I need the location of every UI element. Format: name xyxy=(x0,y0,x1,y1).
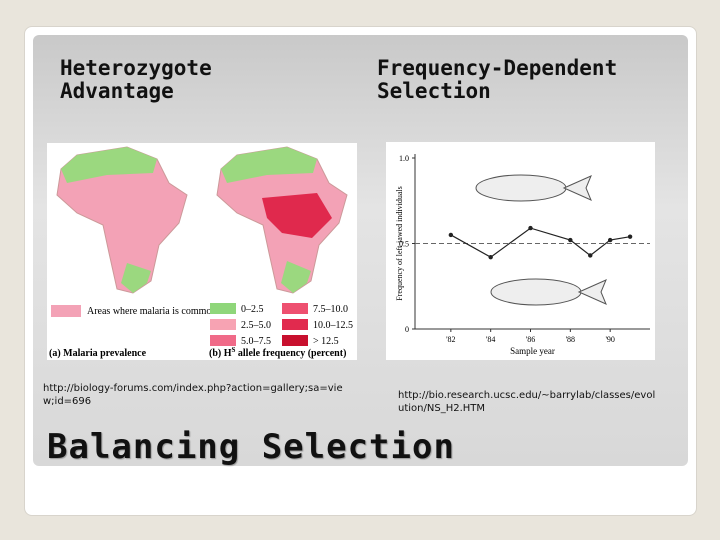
legend-swatch xyxy=(282,335,308,346)
map-a-north xyxy=(61,147,157,183)
data-point xyxy=(568,237,573,243)
legend-label: 10.0–12.5 xyxy=(313,320,353,331)
x-tick-label: '82 xyxy=(446,335,455,344)
y-tick-label: 1.0 xyxy=(399,154,409,163)
map-a xyxy=(56,146,188,294)
map-b-south xyxy=(281,261,311,293)
malaria-figure: Areas where malaria is common 0–2.5 2.5–5.… xyxy=(47,143,357,360)
legend-label: 5.0–7.5 xyxy=(241,336,271,347)
legend-label: Areas where malaria is common xyxy=(87,306,216,317)
y-tick-label: 0.5 xyxy=(399,240,409,249)
data-point xyxy=(528,225,533,231)
legend-label: 2.5–5.0 xyxy=(241,320,271,331)
x-axis-label: Sample year xyxy=(510,346,555,356)
x-tick-label: '86 xyxy=(526,335,535,344)
data-point xyxy=(448,232,454,238)
left-source: http://biology-forums.com/index.php?acti… xyxy=(43,383,343,407)
caption: (b) HS allele frequency (percent) xyxy=(209,346,346,359)
legend-label: 0–2.5 xyxy=(241,304,264,315)
caption-part: allele frequency (percent) xyxy=(235,348,346,359)
legend-label: > 12.5 xyxy=(313,336,339,347)
legend-swatch xyxy=(282,319,308,330)
map-b-core xyxy=(262,193,332,238)
map-b-north xyxy=(221,147,317,183)
legend-swatch xyxy=(282,303,308,314)
right-source: http://bio.research.ucsc.edu/~barrylab/c… xyxy=(398,390,656,414)
fish-top xyxy=(475,174,592,202)
x-tick-label: '84 xyxy=(486,335,495,344)
y-tick-label: 0 xyxy=(405,325,409,334)
y-axis-label: Frequency of left-jawed individuals xyxy=(395,186,404,300)
left-heading: Heterozygote Advantage xyxy=(60,56,212,103)
data-point xyxy=(588,253,593,258)
legend-swatch xyxy=(210,319,236,330)
caption: (a) Malaria prevalence xyxy=(49,348,147,359)
legend-swatch xyxy=(210,335,236,346)
legend-label: 7.5–10.0 xyxy=(313,304,348,315)
map-a-south xyxy=(121,263,151,293)
right-heading: Frequency-Dependent Selection xyxy=(377,56,618,103)
legend-swatch xyxy=(51,305,81,317)
data-point xyxy=(488,254,493,260)
legend-swatch xyxy=(210,303,236,314)
caption-part: (b) H xyxy=(209,348,232,359)
caption-part: S xyxy=(232,346,236,354)
x-tick-label: '88 xyxy=(566,335,575,344)
data-point xyxy=(607,237,613,243)
slide-title: Balancing Selection xyxy=(47,427,455,467)
data-point xyxy=(627,234,633,239)
frequency-chart: 0 0.5 1.0 '82 '84 '86 '88 '90 Sample year Frequen… xyxy=(386,142,655,360)
fish-bottom xyxy=(490,278,607,306)
x-tick-label: '90 xyxy=(605,335,614,344)
